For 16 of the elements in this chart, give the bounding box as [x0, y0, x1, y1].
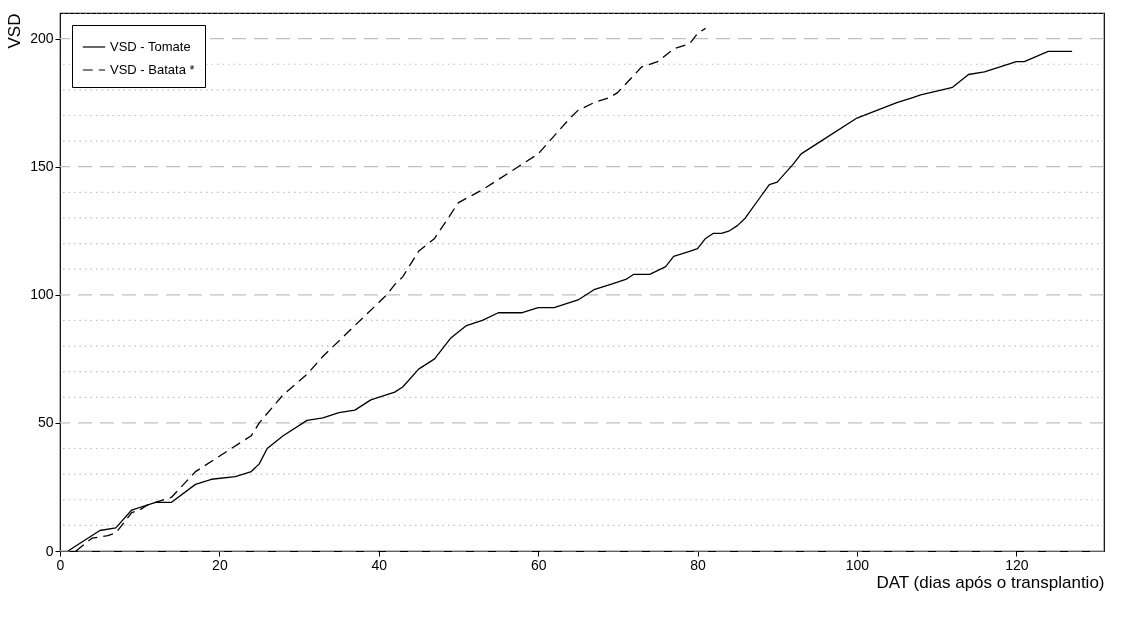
x-tick-label: 120 [1005, 556, 1029, 573]
y-tick-label: 150 [30, 158, 54, 175]
x-tick-label: 100 [845, 556, 870, 573]
y-tick-label: 50 [37, 414, 54, 431]
legend-label: VSD - Batata * [110, 62, 195, 77]
x-axis-title: DAT (dias após o transplantio) [876, 572, 1105, 592]
y-tick-label: 200 [30, 30, 54, 47]
x-tick-label: 0 [56, 556, 65, 573]
y-tick-label: 100 [30, 286, 54, 303]
x-tick-label: 60 [530, 556, 547, 573]
y-tick-label: 0 [45, 542, 54, 559]
y-axis-title: VSD [5, 13, 25, 49]
x-tick-label: 20 [212, 556, 228, 573]
x-tick-label: 40 [371, 556, 388, 573]
legend-label: VSD - Tomate [110, 39, 191, 54]
x-tick-label: 80 [690, 556, 707, 573]
